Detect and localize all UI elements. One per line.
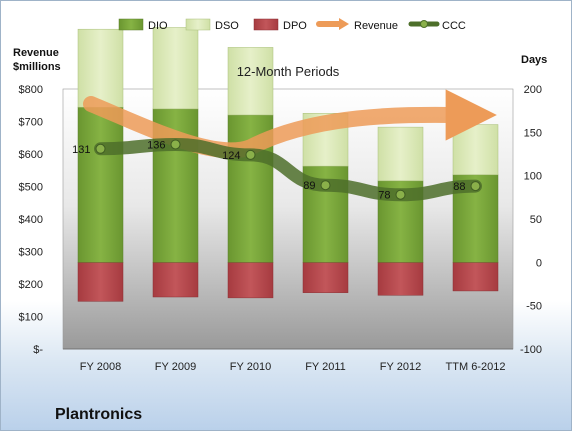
legend-label-dso: DSO [215, 20, 239, 32]
bar-dio [77, 106, 124, 263]
left-axis-label-line1: Revenue [13, 47, 59, 59]
left-tick-label: $200 [19, 279, 43, 291]
bar-dso [152, 27, 199, 110]
legend: DIO DSO DPO Revenue CCC [118, 18, 466, 32]
legend-label-revenue: Revenue [354, 20, 398, 32]
legend-label-ccc: CCC [442, 20, 466, 32]
ccc-point [95, 143, 106, 154]
x-tick-label: FY 2010 [230, 361, 271, 373]
right-axis-label: Days [521, 54, 547, 66]
axes-layer: $800 $700 $600 $500 $400 $300 $200 $100 $- 200 150… [19, 84, 542, 373]
bar-dpo [302, 262, 349, 293]
left-tick-label: $400 [19, 214, 43, 226]
ccc-point [395, 189, 406, 200]
right-tick-label: 200 [524, 84, 542, 96]
right-tick-label: 50 [530, 214, 542, 226]
legend-swatch-dpo [253, 18, 279, 31]
right-tick-label: -50 [526, 301, 542, 313]
legend-label-dpo: DPO [283, 20, 307, 32]
ccc-data-label: 136 [147, 139, 165, 151]
bar-dso [227, 47, 274, 116]
x-tick-label: FY 2011 [305, 361, 346, 373]
legend-label-dio: DIO [148, 20, 168, 32]
ccc-data-label: 78 [378, 190, 390, 202]
ccc-layer: 131 136 124 89 78 88 [72, 137, 482, 202]
ccc-point [320, 180, 331, 191]
ccc-data-label: 131 [72, 144, 90, 156]
revenue-arrow [83, 89, 497, 159]
bar-dpo [452, 262, 499, 292]
bar-dpo [227, 262, 274, 299]
legend-swatch-ccc-marker [420, 20, 428, 28]
left-tick-label: $500 [19, 182, 43, 194]
ccc-data-label: 124 [222, 150, 240, 162]
left-tick-label: $700 [19, 117, 43, 129]
bar-dso [452, 124, 499, 176]
x-tick-label: FY 2009 [155, 361, 196, 373]
legend-swatch-dso [185, 18, 211, 31]
ccc-data-label: 89 [303, 180, 315, 192]
legend-swatch-dio [118, 18, 144, 31]
ccc-point [170, 139, 181, 150]
left-tick-label: $100 [19, 312, 43, 324]
right-tick-label: 100 [524, 171, 542, 183]
bar-dso [377, 126, 424, 182]
left-axis-label-line2: $millions [13, 61, 61, 73]
ccc-data-label: 88 [453, 181, 465, 193]
x-tick-label: TTM 6-2012 [446, 361, 506, 373]
x-tick-label: FY 2012 [380, 361, 421, 373]
left-tick-label: $300 [19, 247, 43, 259]
ccc-point [245, 149, 256, 160]
right-tick-label: 0 [536, 257, 542, 269]
bar-dpo [377, 262, 424, 296]
chart-title: 12-Month Periods [237, 64, 340, 79]
bar-dpo [152, 262, 199, 298]
bar-dso [77, 28, 124, 108]
legend-swatch-revenue-head [339, 18, 349, 30]
left-tick-label: $800 [19, 84, 43, 96]
ccc-point [470, 181, 481, 192]
company-name: Plantronics [55, 406, 143, 423]
right-tick-label: -100 [520, 344, 542, 356]
right-tick-label: 150 [524, 127, 542, 139]
bar-dpo [77, 262, 124, 302]
left-tick-label: $600 [19, 149, 43, 161]
x-tick-label: FY 2008 [80, 361, 121, 373]
left-tick-label: $- [33, 344, 43, 356]
